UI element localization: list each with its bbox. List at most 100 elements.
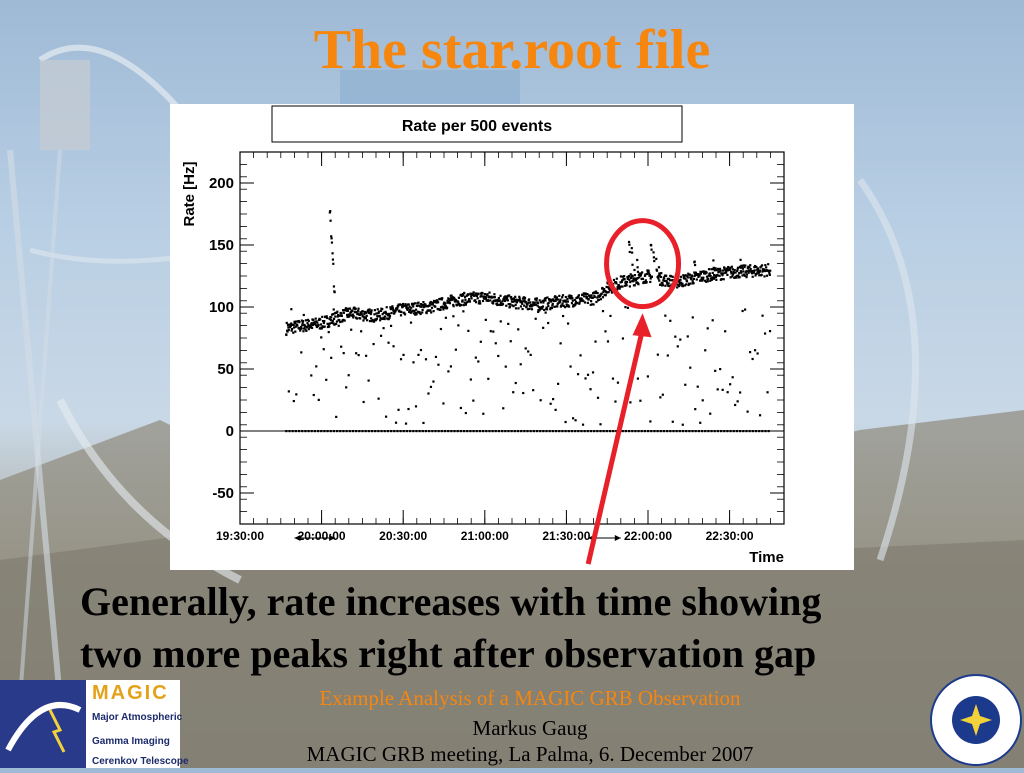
data-point bbox=[667, 277, 671, 280]
data-point bbox=[497, 296, 501, 300]
data-point bbox=[326, 316, 329, 320]
data-point bbox=[701, 270, 704, 273]
data-point bbox=[529, 303, 532, 306]
data-point-low bbox=[482, 412, 485, 415]
data-point bbox=[309, 325, 312, 328]
data-point-low bbox=[305, 325, 308, 328]
data-point bbox=[319, 318, 322, 321]
data-point-spike bbox=[739, 258, 742, 261]
data-point-low bbox=[320, 336, 323, 339]
data-point bbox=[419, 305, 422, 308]
data-point bbox=[397, 303, 400, 306]
data-point bbox=[459, 293, 463, 296]
data-point bbox=[615, 282, 618, 285]
data-point-low bbox=[394, 421, 398, 424]
data-point bbox=[477, 302, 481, 305]
data-point bbox=[475, 294, 478, 298]
data-point bbox=[326, 325, 330, 329]
data-point bbox=[632, 280, 635, 283]
data-point bbox=[736, 268, 739, 271]
data-point bbox=[629, 281, 632, 284]
data-point-low bbox=[609, 314, 612, 318]
data-point bbox=[680, 281, 683, 284]
data-point bbox=[718, 274, 721, 277]
data-point bbox=[528, 298, 531, 301]
data-point-low bbox=[586, 373, 590, 376]
data-point-low bbox=[357, 354, 360, 357]
data-point bbox=[526, 303, 529, 306]
data-point-low bbox=[312, 393, 315, 397]
data-point bbox=[761, 270, 764, 273]
data-point-zero bbox=[558, 430, 561, 433]
data-point bbox=[411, 309, 414, 312]
data-point-low bbox=[315, 365, 318, 368]
data-point bbox=[686, 276, 689, 279]
data-point bbox=[731, 275, 734, 278]
data-point-low bbox=[611, 377, 615, 380]
data-point bbox=[427, 309, 430, 312]
data-point bbox=[424, 305, 427, 308]
data-point-zero bbox=[716, 430, 720, 433]
data-point-zero bbox=[643, 430, 647, 433]
data-point bbox=[550, 300, 553, 303]
data-point-low bbox=[744, 308, 747, 311]
data-point bbox=[577, 294, 580, 297]
data-point-low bbox=[479, 340, 482, 343]
data-point bbox=[649, 277, 652, 280]
data-point bbox=[703, 279, 707, 282]
data-point-zero bbox=[700, 430, 704, 433]
data-point-low bbox=[527, 350, 530, 353]
data-point bbox=[565, 303, 568, 306]
data-point bbox=[301, 324, 304, 327]
data-point bbox=[307, 328, 310, 331]
data-point-low bbox=[566, 322, 570, 325]
data-point bbox=[496, 298, 499, 301]
caption-line-1: Generally, rate increases with time show… bbox=[80, 579, 822, 624]
data-point-spike bbox=[655, 269, 659, 272]
data-point bbox=[316, 321, 319, 324]
data-point bbox=[552, 299, 556, 303]
data-point bbox=[473, 294, 476, 297]
data-point bbox=[329, 318, 332, 322]
data-point-low bbox=[429, 385, 433, 388]
data-point bbox=[737, 274, 740, 277]
data-point bbox=[429, 300, 432, 304]
data-point bbox=[730, 272, 733, 275]
data-point bbox=[409, 309, 412, 312]
data-point-zero bbox=[615, 430, 618, 433]
data-point bbox=[485, 299, 488, 302]
data-point bbox=[467, 293, 470, 296]
data-point bbox=[523, 304, 526, 307]
data-point bbox=[537, 306, 540, 309]
data-point bbox=[490, 296, 494, 299]
data-point-zero bbox=[291, 430, 294, 433]
data-point bbox=[643, 281, 646, 284]
data-point-low bbox=[694, 408, 697, 411]
data-point-zero bbox=[634, 430, 637, 433]
data-point bbox=[760, 265, 763, 268]
data-point-low bbox=[342, 352, 345, 355]
data-point bbox=[749, 267, 752, 271]
data-point-low bbox=[636, 377, 639, 380]
data-point bbox=[722, 278, 725, 281]
data-point bbox=[549, 306, 552, 309]
data-point-zero bbox=[415, 430, 418, 433]
data-point bbox=[373, 313, 376, 316]
data-point bbox=[454, 300, 457, 303]
data-point bbox=[505, 297, 509, 300]
data-point bbox=[758, 269, 762, 272]
data-point bbox=[359, 311, 362, 314]
data-point bbox=[505, 304, 508, 307]
data-point bbox=[585, 296, 589, 299]
data-point bbox=[287, 326, 290, 329]
data-point-low bbox=[474, 356, 477, 359]
data-point-low bbox=[571, 417, 575, 420]
data-point bbox=[406, 308, 409, 312]
data-point bbox=[712, 267, 715, 271]
x-tick-label: 20:30:00 bbox=[379, 529, 427, 543]
data-point bbox=[396, 307, 399, 310]
data-point bbox=[403, 311, 406, 314]
data-point-low bbox=[360, 330, 363, 333]
data-point bbox=[746, 270, 749, 273]
data-point bbox=[404, 303, 407, 306]
